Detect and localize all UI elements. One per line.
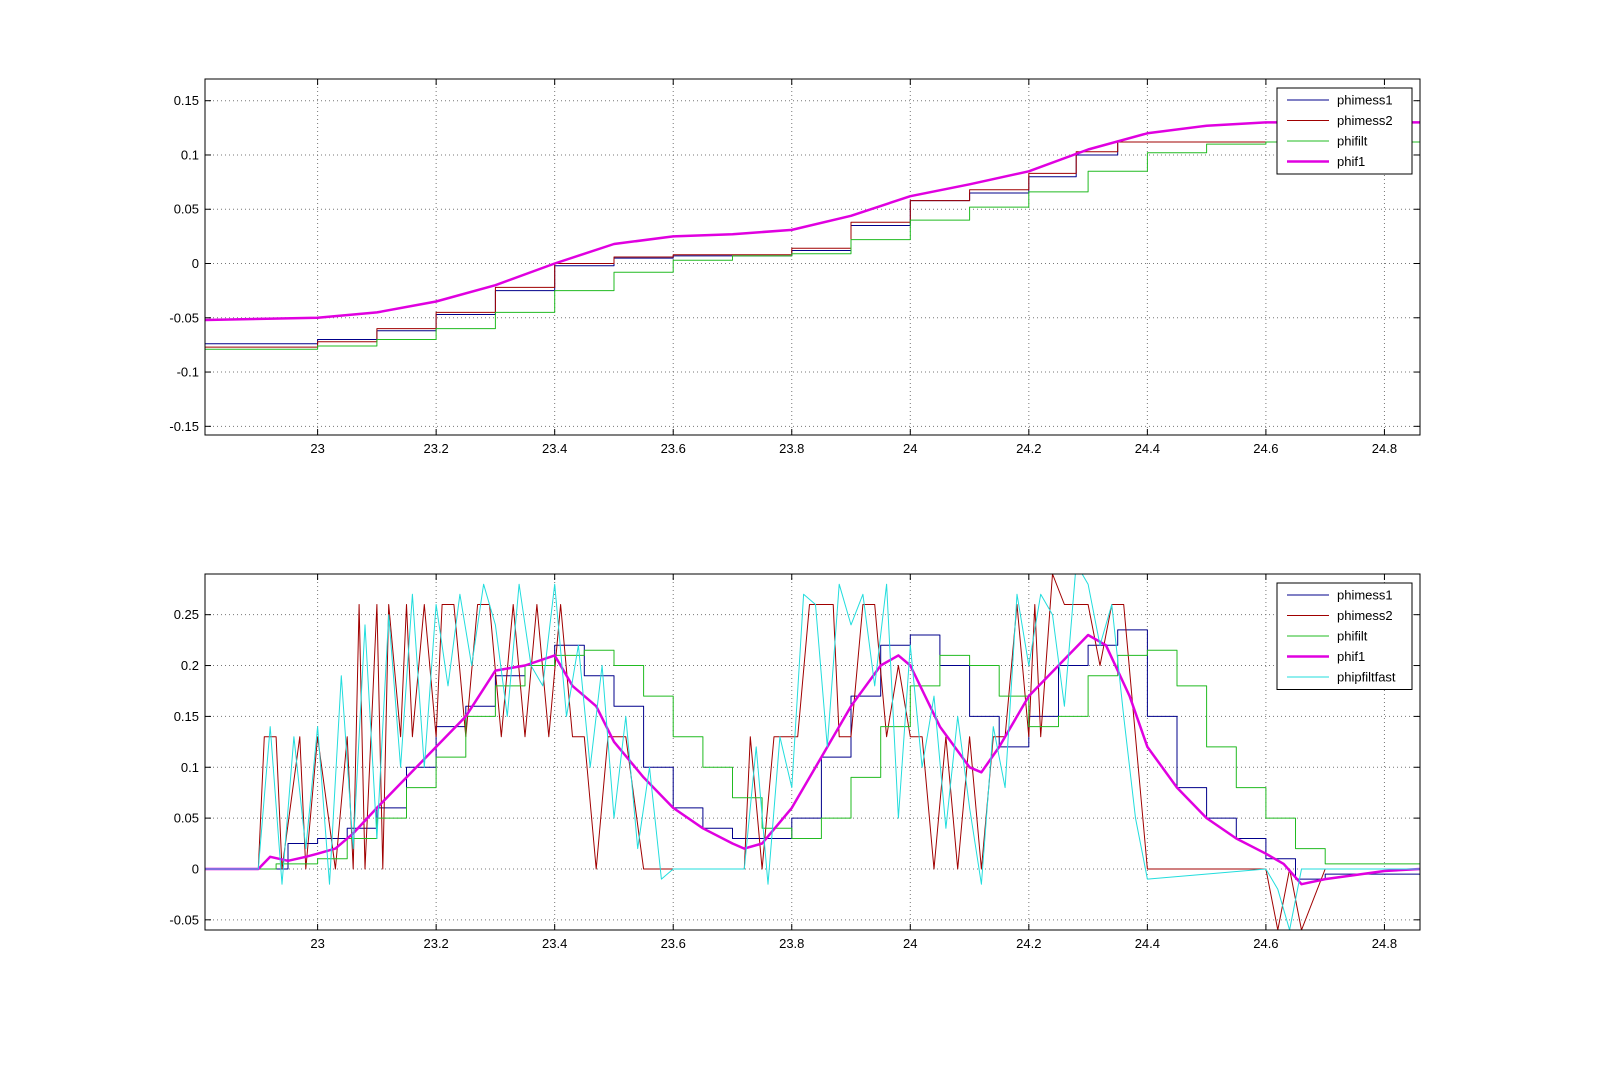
legend-label-phimess1: phimess1 [1337,93,1393,108]
legend-label-phipfiltfast: phipfiltfast [1337,670,1396,685]
x-tick-label: 24.2 [1016,936,1041,951]
top-axes: 23 23.2 23.4 23.6 23.8 24 24.2 24.4 24.6 24.8 -0.1… [169,79,1420,456]
y-tick-label: 0.1 [181,147,199,162]
legend: phimess1 phimess2 phifilt phif1 [1277,88,1412,174]
y-tick-label: -0.05 [169,912,199,927]
x-tick-label: 24.8 [1372,936,1397,951]
legend-label-phimess1: phimess1 [1337,588,1393,603]
legend-label-phifilt: phifilt [1337,629,1368,644]
y-tick-label: -0.05 [169,310,199,325]
x-tick-label: 23 [310,936,324,951]
y-tick-label: 0.25 [174,607,199,622]
y-tick-label: 0.2 [181,658,199,673]
legend-label-phif1: phif1 [1337,154,1365,169]
x-tick-label: 23.6 [661,936,686,951]
x-tick-label: 24 [903,441,917,456]
y-tick-label: -0.1 [177,365,199,380]
bottom-axes: 23 23.2 23.4 23.6 23.8 24 24.2 24.4 24.6 24.8 -0.0… [169,564,1420,951]
x-tick-label: 24.2 [1016,441,1041,456]
x-tick-label: 23.2 [423,441,448,456]
y-tick-label: 0.05 [174,811,199,826]
x-tick-label: 23.2 [423,936,448,951]
x-tick-label: 24.6 [1253,936,1278,951]
y-tick-label: 0.15 [174,93,199,108]
x-tick-label: 24.8 [1372,441,1397,456]
y-tick-label: 0 [192,861,199,876]
plot-area [205,79,1420,435]
x-tick-label: 24.6 [1253,441,1278,456]
y-tick-label: 0.1 [181,760,199,775]
y-tick-label: 0.05 [174,202,199,217]
legend-label-phimess2: phimess2 [1337,113,1393,128]
legend-label-phif1: phif1 [1337,649,1365,664]
x-tick-label: 23.8 [779,441,804,456]
legend-label-phimess2: phimess2 [1337,608,1393,623]
legend: phimess1 phimess2 phifilt phif1 phipfiltfast [1277,583,1412,690]
y-tick-label: -0.15 [169,419,199,434]
y-tick-label: 0.15 [174,709,199,724]
legend-label-phifilt: phifilt [1337,134,1368,149]
x-tick-label: 23 [310,441,324,456]
plot-area [205,574,1420,930]
x-tick-label: 23.8 [779,936,804,951]
x-tick-label: 23.4 [542,441,567,456]
x-tick-label: 24.4 [1135,441,1160,456]
x-tick-label: 23.4 [542,936,567,951]
x-tick-label: 23.6 [661,441,686,456]
y-tick-label: 0 [192,256,199,271]
x-tick-label: 24 [903,936,917,951]
x-tick-label: 24.4 [1135,936,1160,951]
